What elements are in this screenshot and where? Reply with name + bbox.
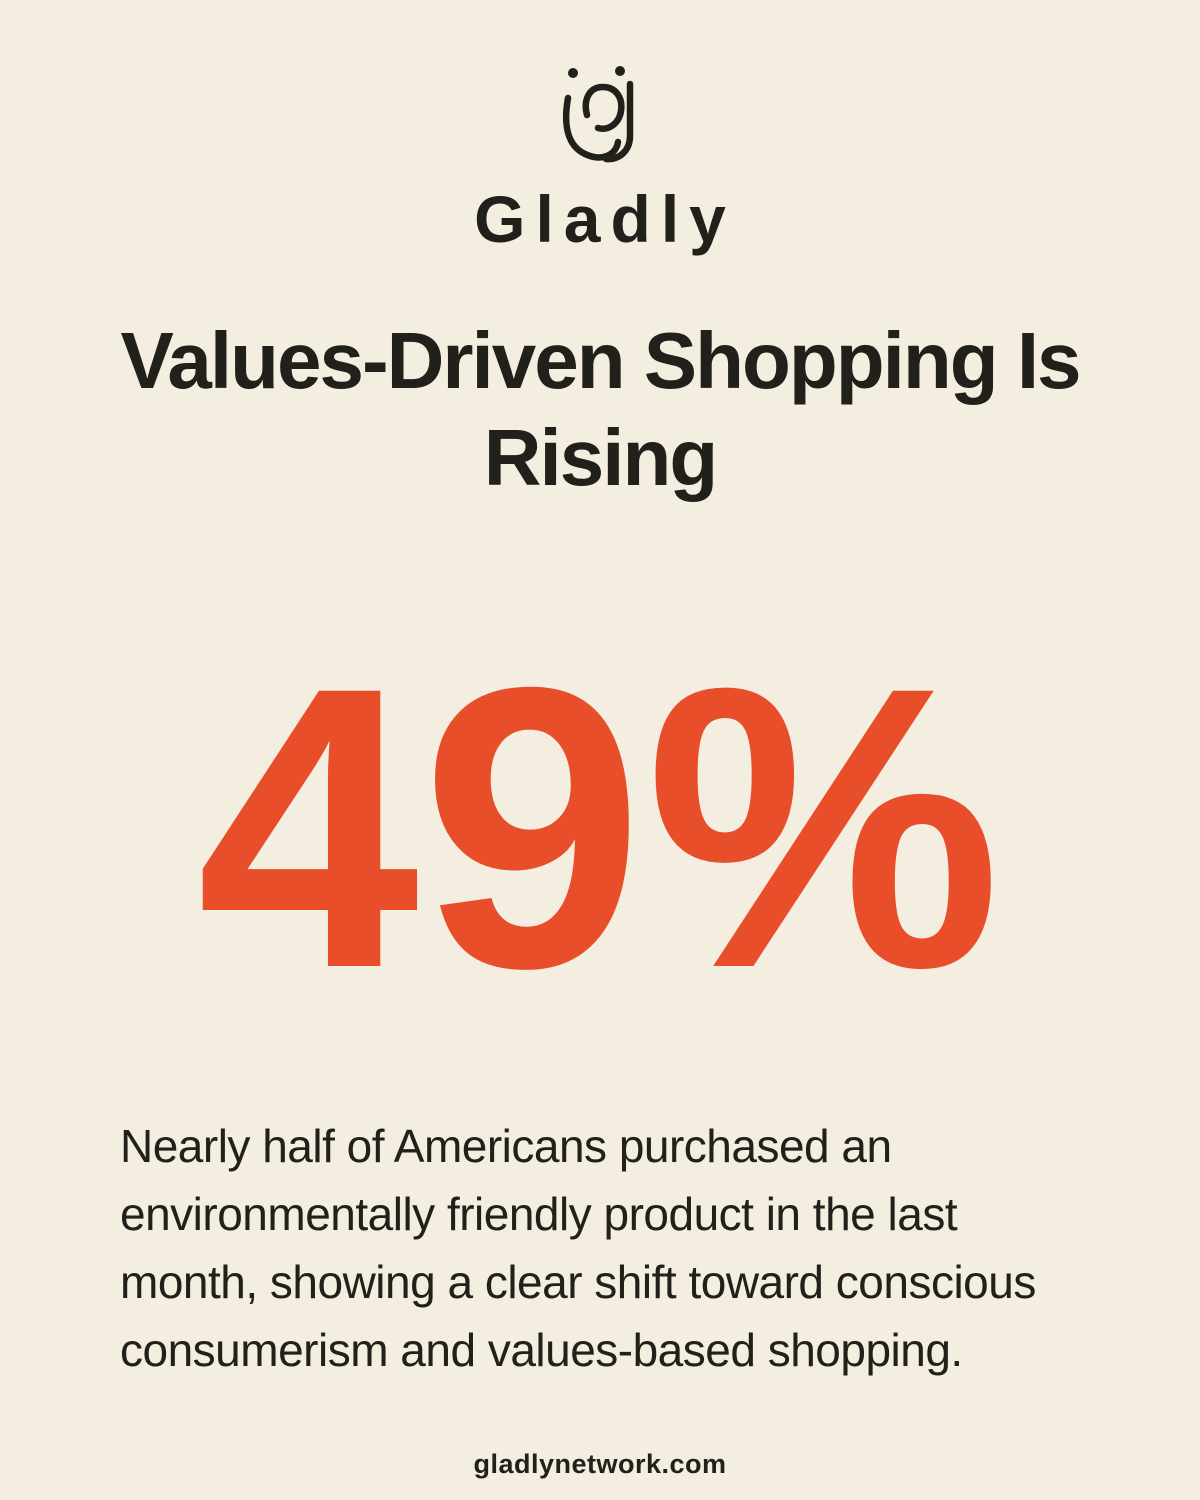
logo-dot-left [568, 68, 578, 78]
body-text: Nearly half of Americans purchased an en… [120, 1120, 1036, 1376]
brand-wordmark: Gladly [474, 182, 736, 256]
footer-url: gladlynetwork.com [473, 1449, 727, 1479]
gladly-monogram-icon [562, 66, 634, 163]
brand-logo: Gladly [464, 64, 736, 252]
logo-outer-stroke [562, 94, 622, 161]
stat-value: 49% [196, 604, 1004, 1051]
logo-dot-right [615, 66, 625, 76]
logo-stem-stroke [602, 80, 634, 163]
headline: Values-Driven Shopping Is Rising [120, 316, 1081, 502]
logo-curl-stroke [582, 83, 625, 132]
